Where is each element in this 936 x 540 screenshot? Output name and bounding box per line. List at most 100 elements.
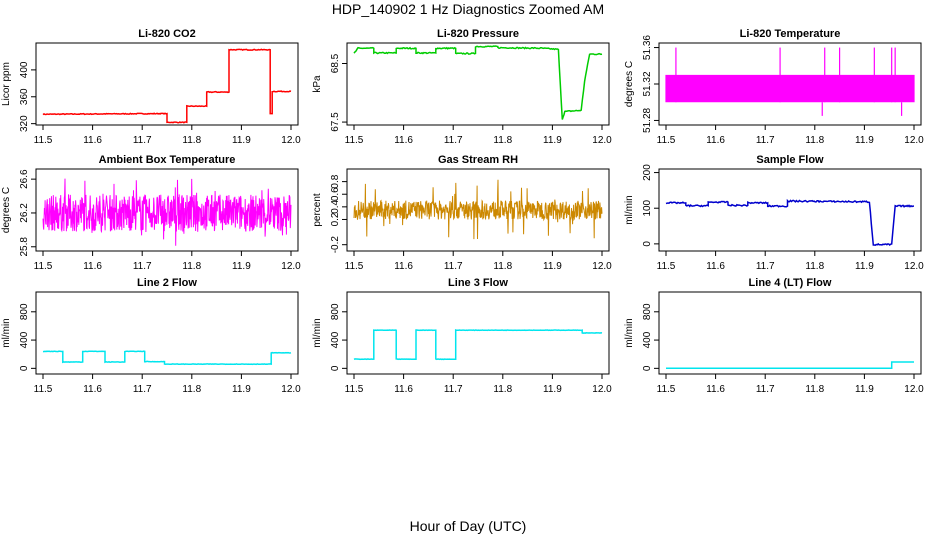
panel-7: Line 3 Flow ml/min 11.5 11.6 11.7 11.8 11.9 12.…: [312, 277, 612, 395]
x-tick-label: 12.0: [904, 384, 924, 395]
y-tick-label: 320: [19, 115, 30, 132]
plot-frame: [35, 291, 299, 375]
series-line: [42, 178, 292, 246]
y-tick-label: 0: [642, 365, 653, 371]
y-axis-label: ml/min: [624, 318, 635, 347]
plot-data: [353, 179, 603, 240]
y-tick-label: 200: [642, 164, 653, 181]
x-tick-label: 11.7: [444, 261, 463, 272]
x-tick-label: 11.7: [756, 261, 775, 272]
x-tick-label: 11.6: [706, 135, 725, 146]
x-tick-label: 11.9: [855, 261, 874, 272]
x-tick-label: 11.5: [34, 261, 53, 272]
figure-title: HDP_140902 1 Hz Diagnostics Zoomed AM: [332, 1, 604, 17]
panel-4: Gas Stream RH percent 11.5 11.6 11.7 11.8 11.9…: [312, 154, 612, 272]
plot-frame: [346, 42, 610, 126]
x-tick-label: 11.5: [657, 384, 676, 395]
panel-title: Line 2 Flow: [137, 277, 197, 289]
plot-data: [42, 350, 292, 366]
y-tick-label: 800: [330, 303, 341, 320]
x-tick-label: 11.6: [394, 261, 413, 272]
y-tick-label: 800: [19, 303, 30, 320]
plot-data: [353, 45, 603, 120]
y-tick-label: 0.4: [330, 199, 341, 213]
panel-title: Line 3 Flow: [448, 277, 508, 289]
panel-title: Line 4 (LT) Flow: [749, 277, 832, 289]
plot-data: [353, 328, 603, 361]
y-tick-label: 400: [19, 331, 30, 348]
y-tick-label: 51.32: [642, 71, 653, 96]
y-tick-label: 0: [642, 241, 653, 247]
plot-data: [665, 198, 914, 247]
x-tick-label: 12.0: [281, 384, 301, 395]
y-axis-label: degrees C: [1, 187, 12, 233]
panel-title: Gas Stream RH: [438, 154, 518, 166]
x-tick-label: 11.5: [345, 135, 364, 146]
plot-data: [42, 178, 292, 246]
x-tick-label: 11.8: [182, 384, 201, 395]
y-tick-label: 400: [642, 331, 653, 348]
x-tick-label: 11.7: [444, 135, 463, 146]
plot-frame: [35, 42, 299, 126]
x-tick-label: 11.9: [855, 135, 874, 146]
plot-data: [665, 47, 915, 116]
panel-1: Li-820 Pressure kPa 11.5 11.6 11.7 11.8 11.9 12…: [312, 28, 612, 146]
x-tick-label: 11.5: [34, 384, 53, 395]
y-tick-label: 0.6: [330, 187, 341, 201]
x-tick-label: 11.7: [756, 384, 775, 395]
x-tick-label: 12.0: [904, 261, 924, 272]
x-tick-label: 11.5: [34, 135, 53, 146]
y-axis-label: ml/min: [1, 318, 12, 347]
y-axis-label: Licor ppm: [1, 62, 12, 106]
x-tick-label: 11.7: [133, 384, 152, 395]
y-tick-label: 400: [19, 61, 30, 78]
y-tick-label: 360: [19, 88, 30, 105]
y-tick-label: 67.5: [330, 112, 341, 132]
y-tick-label: 26.6: [19, 169, 30, 189]
y-tick-label: -0.2: [330, 236, 341, 254]
panel-title: Li-820 CO2: [138, 28, 195, 40]
x-tick-label: 11.8: [182, 135, 201, 146]
x-tick-label: 11.8: [493, 261, 512, 272]
x-tick-label: 11.5: [657, 135, 676, 146]
y-tick-label: 0: [330, 365, 341, 371]
x-tick-label: 11.6: [83, 261, 102, 272]
y-axis-label: kPa: [312, 75, 323, 93]
x-tick-label: 12.0: [592, 384, 612, 395]
y-axis-label: ml/min: [312, 318, 323, 347]
x-tick-label: 11.7: [133, 135, 152, 146]
plot-data: [42, 48, 292, 124]
panel-title: Li-820 Pressure: [437, 28, 519, 40]
y-tick-label: 0.8: [330, 174, 341, 188]
panel-5: Sample Flow ml/min 11.5 11.6 11.7 11.8 11.9 12.…: [624, 154, 924, 272]
panel-0: Li-820 CO2 Licor ppm 11.5 11.6 11.7 11.8 11.9 1…: [1, 28, 301, 146]
x-tick-label: 11.6: [706, 384, 725, 395]
x-tick-label: 11.5: [345, 384, 364, 395]
x-tick-label: 12.0: [281, 261, 301, 272]
y-tick-label: 26.2: [19, 203, 30, 223]
x-tick-label: 11.6: [394, 135, 413, 146]
x-tick-label: 11.9: [543, 384, 562, 395]
plot-data: [666, 361, 914, 370]
panel-8: Line 4 (LT) Flow ml/min 11.5 11.6 11.7 11.8 11…: [624, 277, 924, 395]
x-tick-label: 12.0: [904, 135, 924, 146]
figure-xlabel: Hour of Day (UTC): [410, 518, 527, 534]
x-tick-label: 11.9: [543, 261, 562, 272]
y-axis-label: degrees C: [624, 61, 635, 107]
panel-title: Li-820 Temperature: [740, 28, 841, 40]
x-tick-label: 11.6: [394, 384, 413, 395]
x-tick-label: 11.8: [805, 135, 824, 146]
y-axis-label: ml/min: [624, 195, 635, 224]
plot-frame: [658, 168, 922, 252]
x-tick-label: 11.6: [83, 384, 102, 395]
y-tick-label: 100: [642, 199, 653, 216]
x-tick-label: 11.6: [83, 135, 102, 146]
series-line: [665, 74, 915, 103]
series-line: [353, 179, 603, 240]
y-tick-label: 51.28: [642, 107, 653, 132]
x-tick-label: 12.0: [592, 261, 612, 272]
x-tick-label: 11.7: [133, 261, 152, 272]
y-tick-label: 0: [19, 365, 30, 371]
x-tick-label: 11.9: [855, 384, 874, 395]
